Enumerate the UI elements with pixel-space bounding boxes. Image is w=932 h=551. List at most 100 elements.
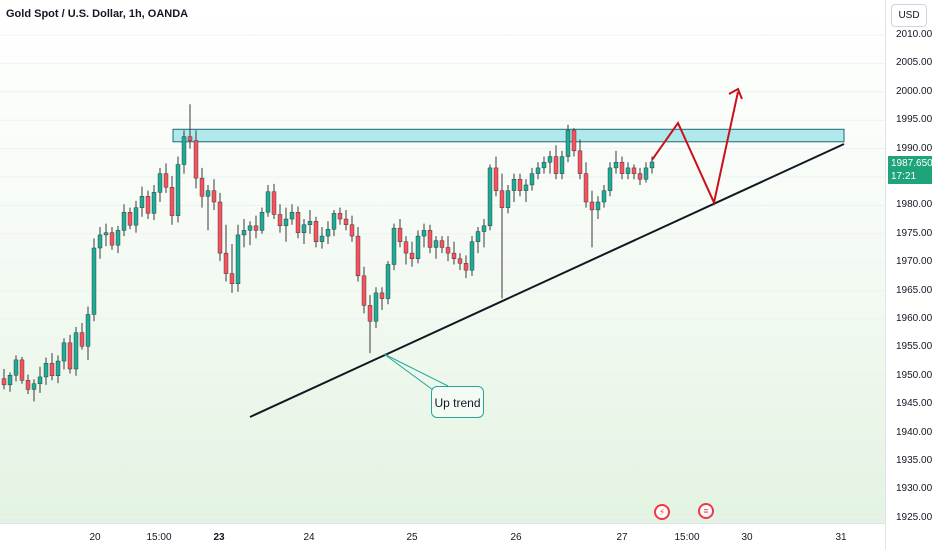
candle-down — [349, 224, 355, 237]
candle-down — [493, 167, 499, 191]
price-tick-label: 2005.000 — [896, 57, 932, 69]
candle-down — [277, 214, 283, 227]
candle-down — [229, 273, 235, 284]
price-tick-label: 2000.000 — [896, 85, 932, 97]
chart-title: Gold Spot / U.S. Dollar, 1h, OANDA — [6, 8, 189, 20]
candle-up — [139, 196, 145, 208]
price-tick-label: 1995.000 — [896, 114, 932, 126]
candle-up — [73, 332, 79, 370]
price-tick-label: 1930.000 — [896, 483, 932, 495]
candle-up — [319, 235, 325, 242]
candle-up — [157, 173, 163, 193]
candle-up — [625, 167, 631, 174]
price-tick-label: 1955.000 — [896, 341, 932, 353]
candle-up — [385, 264, 391, 299]
callout-leader — [383, 353, 449, 387]
candle-down — [439, 240, 445, 248]
candle-down — [619, 162, 625, 174]
price-tick-label: 1940.000 — [896, 426, 932, 438]
candle-up — [373, 292, 379, 322]
candle-up — [43, 363, 49, 378]
candle-up — [151, 192, 157, 214]
candle-up — [235, 234, 241, 284]
uptrend-line — [249, 143, 845, 418]
time-tick-label: 24 — [303, 532, 315, 543]
last-price-badge: 1987.650 17:21 — [888, 156, 932, 184]
price-tick-label: 1945.000 — [896, 398, 932, 410]
candle-up — [181, 136, 187, 165]
up-trend-label[interactable]: Up trend — [431, 386, 484, 418]
candle-down — [295, 212, 301, 233]
time-tick-label: 25 — [406, 532, 418, 543]
candle-up — [241, 230, 247, 236]
candle-up — [511, 179, 517, 191]
candle-down — [367, 305, 373, 322]
candle-up — [97, 234, 103, 249]
candle-down — [313, 221, 319, 242]
candle-up — [541, 162, 547, 169]
candle-up — [7, 375, 13, 386]
candle-up — [103, 232, 109, 236]
candle-down — [169, 187, 175, 216]
time-tick-label: 30 — [741, 532, 753, 543]
price-axis[interactable] — [885, 0, 932, 550]
time-tick-label: 23 — [213, 532, 225, 543]
candle-up — [565, 130, 571, 157]
time-axis[interactable] — [0, 523, 885, 551]
currency-unit-button[interactable]: USD — [891, 4, 927, 27]
candle-down — [583, 173, 589, 203]
time-tick-label: 15:00 — [674, 532, 700, 543]
candle-down — [571, 130, 577, 152]
candle-down — [397, 227, 403, 242]
candle-down — [499, 190, 505, 208]
candle-up — [469, 241, 475, 271]
price-tick-label: 1970.000 — [896, 256, 932, 268]
time-tick-label: 31 — [835, 532, 847, 543]
candle-up — [259, 212, 265, 231]
flash-event-icon[interactable]: ⚡ — [654, 504, 670, 520]
candle-up — [55, 360, 61, 377]
candle-down — [553, 156, 559, 174]
candle-down — [517, 179, 523, 191]
us-flag-event-icon[interactable]: ≡ — [698, 503, 714, 519]
candle-down — [427, 230, 433, 248]
candle-up — [247, 225, 253, 231]
candle-up — [607, 167, 613, 191]
price-tick-label: 1935.000 — [896, 455, 932, 466]
candle-up — [31, 383, 37, 390]
candle-up — [475, 231, 481, 242]
price-tick-label: 1965.000 — [896, 284, 932, 296]
candle-down — [145, 196, 151, 214]
candle-up — [115, 230, 121, 246]
candle-down — [589, 201, 595, 211]
chart-area[interactable]: Gold Spot / U.S. Dollar, 1h, OANDA Up tr… — [0, 0, 885, 523]
candle-down — [25, 380, 31, 390]
candle-up — [205, 190, 211, 197]
candle-down — [127, 212, 133, 226]
candle-up — [523, 184, 529, 191]
time-tick-label: 15:00 — [146, 532, 172, 543]
candle-up — [613, 162, 619, 169]
candle-down — [1, 378, 7, 386]
candle-down — [361, 275, 367, 306]
candle-up — [421, 230, 427, 237]
candle-down — [457, 258, 463, 264]
candle-up — [61, 342, 67, 362]
candle-down — [355, 235, 361, 277]
candle-up — [175, 164, 181, 216]
price-tick-label: 1980.000 — [896, 199, 932, 211]
candle-up — [415, 235, 421, 259]
candle-down — [217, 201, 223, 254]
candle-up — [37, 376, 43, 384]
candle-up — [481, 225, 487, 232]
projection-path — [651, 91, 739, 206]
last-price-value: 1987.650 — [891, 158, 932, 169]
candle-down — [19, 359, 25, 381]
projection-arrowhead — [728, 87, 743, 100]
chart-canvas[interactable] — [0, 0, 885, 523]
candle-down — [211, 190, 217, 203]
candle-up — [325, 229, 331, 237]
candle-up — [487, 167, 493, 227]
candle-down — [253, 225, 259, 231]
candle-down — [343, 218, 349, 225]
